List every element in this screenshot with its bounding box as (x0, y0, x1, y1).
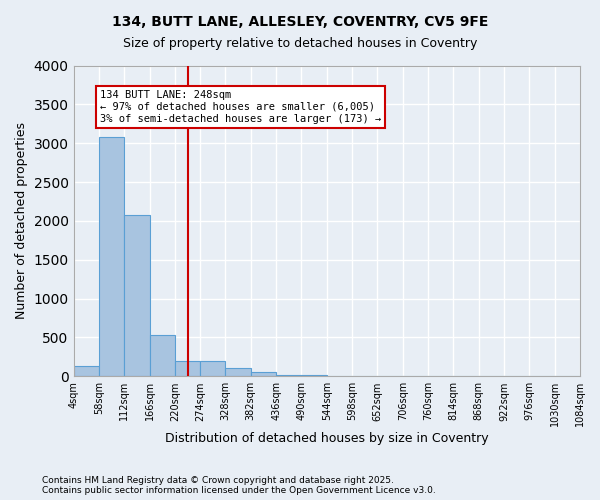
Bar (74, 366, 99, 376)
Bar (124, 214, 149, 376)
Text: 134 BUTT LANE: 248sqm
← 97% of detached houses are smaller (6,005)
3% of semi-de: 134 BUTT LANE: 248sqm ← 97% of detached … (100, 90, 381, 124)
X-axis label: Distribution of detached houses by size in Coventry: Distribution of detached houses by size … (165, 432, 488, 445)
Bar (99, 137, 124, 376)
Bar (276, 375, 301, 376)
Text: Contains public sector information licensed under the Open Government Licence v3: Contains public sector information licen… (42, 486, 436, 495)
Bar (301, 375, 327, 376)
Y-axis label: Number of detached properties: Number of detached properties (15, 122, 28, 320)
Bar (149, 335, 175, 376)
Bar (251, 372, 276, 376)
Bar (226, 368, 251, 376)
Text: Size of property relative to detached houses in Coventry: Size of property relative to detached ho… (123, 38, 477, 51)
Bar (175, 361, 200, 376)
Bar (200, 361, 226, 376)
Text: Contains HM Land Registry data © Crown copyright and database right 2025.: Contains HM Land Registry data © Crown c… (42, 476, 394, 485)
Text: 134, BUTT LANE, ALLESLEY, COVENTRY, CV5 9FE: 134, BUTT LANE, ALLESLEY, COVENTRY, CV5 … (112, 15, 488, 29)
